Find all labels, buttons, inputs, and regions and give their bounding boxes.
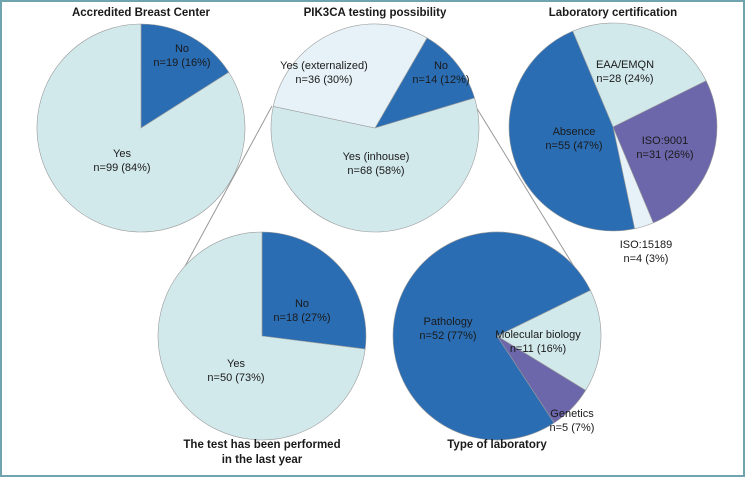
- pie-slice-eaa-emqn: [572, 22, 707, 128]
- connector-line-left: [176, 105, 273, 282]
- chart-title: PIK3CA testing possibility: [304, 7, 447, 19]
- slice-label: Yes (inhouse): [343, 151, 410, 163]
- slice-value-label: n=55 (47%): [545, 140, 602, 152]
- chart-title: Accredited Breast Center: [72, 7, 211, 19]
- pie-slice-yes: [36, 23, 246, 233]
- slice-value-label: n=5 (7%): [550, 422, 595, 434]
- slice-label: Genetics: [550, 408, 594, 420]
- slice-label: Yes (externalized): [280, 60, 368, 72]
- pie-slice-yes: [157, 231, 366, 441]
- slice-value-label: n=52 (77%): [419, 330, 476, 342]
- pie-slice-iso-9001: [612, 80, 718, 224]
- connector-line-right: [472, 101, 590, 292]
- chart-title: in the last year: [222, 454, 303, 466]
- pie-slice-no: [261, 231, 367, 350]
- chart-title: The test has been performed: [183, 439, 340, 451]
- slice-label: No: [175, 43, 189, 55]
- pie-chart-pik3ca: No n=14 (12%) Yes (inhouse) n=68 (58%) Yes (…: [270, 7, 480, 233]
- slice-value-label: n=31 (26%): [636, 149, 693, 161]
- slice-value-label: n=19 (16%): [153, 57, 210, 69]
- pie-chart-certification: EAA/EMQN n=28 (24%) ISO:9001 n=31 (26%) ISO:…: [508, 7, 718, 265]
- slice-label: Absence: [553, 126, 596, 138]
- pie-slice-pathology: [392, 231, 591, 441]
- pie-chart-performed: No n=18 (27%) Yes n=50 (73%) The test has be…: [157, 231, 367, 466]
- pie-slice-absence: [508, 30, 635, 232]
- slice-value-label: n=18 (27%): [273, 312, 330, 324]
- pie-slice-yes-inhouse: [270, 97, 480, 233]
- slice-value-label: n=28 (24%): [596, 73, 653, 85]
- pie-slice-yes-externalized: [272, 23, 428, 129]
- zoom-connector-lines: [176, 101, 590, 292]
- slice-label: ISO:15189: [620, 239, 673, 251]
- slice-value-label: n=36 (30%): [295, 74, 352, 86]
- pie-chart-labtype: Molecular biology n=11 (16%) Genetics n=5 (…: [392, 231, 602, 451]
- slice-value-label: n=14 (12%): [412, 74, 469, 86]
- slice-label: Molecular biology: [495, 329, 581, 341]
- slice-label: Pathology: [424, 316, 473, 328]
- slice-label: No: [295, 298, 309, 310]
- pie-chart-accredited: No n=19 (16%) Yes n=99 (84%) Accredited Brea…: [36, 7, 246, 233]
- slice-label: EAA/EMQN: [596, 59, 654, 71]
- slice-label: ISO:9001: [642, 135, 688, 147]
- pie-slice-molecular-biology: [496, 289, 602, 391]
- slice-value-label: n=68 (58%): [347, 165, 404, 177]
- slice-label: No: [434, 60, 448, 72]
- chart-title: Type of laboratory: [447, 439, 547, 451]
- slice-value-label: n=50 (73%): [207, 372, 264, 384]
- slice-value-label: n=4 (3%): [624, 253, 669, 265]
- slice-label: Yes: [227, 358, 245, 370]
- pie-slice-no: [374, 37, 475, 129]
- slice-label: Yes: [113, 148, 131, 160]
- slice-value-label: n=11 (16%): [510, 343, 566, 355]
- chart-title: Laboratory certification: [549, 7, 677, 19]
- slice-value-label: n=99 (84%): [93, 162, 150, 174]
- pie-slice-no: [140, 23, 230, 129]
